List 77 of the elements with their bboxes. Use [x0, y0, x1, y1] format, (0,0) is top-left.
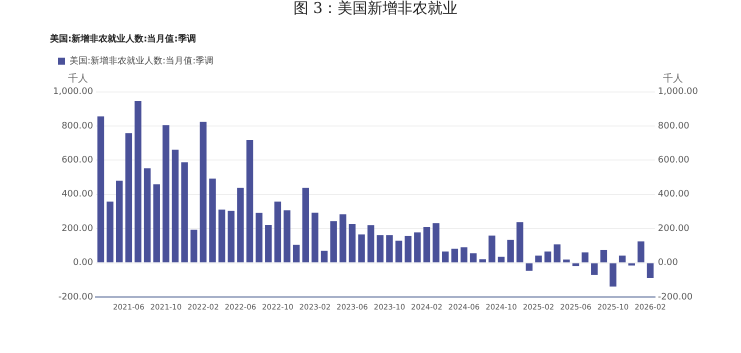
y2-tick-label: 200.00 [658, 224, 690, 234]
y-tick-label: -200.00 [58, 292, 94, 302]
bar [292, 244, 300, 262]
y2-tick-label: -200.00 [658, 292, 693, 302]
bar [432, 223, 440, 262]
y-tick-label: 800.00 [62, 121, 94, 132]
y2-tick-label: 600.00 [658, 156, 690, 166]
bar [125, 133, 132, 262]
bar [488, 236, 496, 262]
y2-tick-label: 1,000.00 [658, 87, 698, 98]
y-tick-label: 400.00 [62, 190, 94, 200]
bar [386, 235, 393, 262]
bar [498, 256, 505, 262]
chart-title: 图 3：美国新增非农就业 [293, 0, 458, 17]
bar [237, 188, 244, 262]
y-tick-label: 600.00 [62, 156, 94, 166]
y2-axis-title: 千人 [662, 72, 683, 84]
bar [554, 244, 560, 262]
bar [591, 263, 598, 275]
bar [330, 221, 337, 262]
legend-label: 美国:新增非农就业人数:当月值:季调 [70, 56, 214, 67]
bar [144, 168, 151, 262]
bar [442, 252, 449, 262]
y2-tick-label: 0.00 [658, 258, 678, 268]
y-tick-label: 0.00 [73, 258, 94, 268]
bar [638, 241, 644, 262]
bar [516, 222, 524, 262]
bar [320, 250, 328, 262]
bar [106, 202, 114, 262]
bar [348, 224, 356, 262]
bar [414, 232, 421, 262]
bar [181, 162, 188, 262]
bar [404, 236, 412, 262]
bar [376, 235, 384, 262]
bar [172, 150, 179, 262]
bar [200, 122, 207, 262]
bar [507, 240, 514, 262]
bar [544, 252, 552, 262]
bar [256, 212, 262, 262]
y-tick-label: 1,000.00 [53, 87, 94, 98]
bar [97, 116, 104, 262]
bar [209, 178, 216, 262]
bar [162, 125, 170, 262]
bar [134, 101, 142, 262]
bar [618, 256, 626, 262]
bar [246, 140, 254, 262]
bar [228, 210, 234, 262]
bar [535, 256, 542, 262]
bar [460, 247, 468, 262]
bar [367, 225, 374, 262]
bar [423, 227, 430, 262]
bar [340, 214, 346, 262]
bar [610, 263, 616, 287]
bar [190, 230, 198, 262]
y2-tick-label: 400.00 [658, 190, 690, 200]
bar [470, 253, 477, 262]
bar [395, 240, 402, 262]
bar [479, 259, 486, 262]
chart-subtitle: 美国:新增非农就业人数:当月值:季调 [49, 34, 196, 45]
y-tick-label: 200.00 [62, 224, 94, 234]
bar [563, 260, 570, 262]
bar [358, 234, 365, 262]
y2-tick-label: 800.00 [658, 121, 690, 132]
bar [302, 188, 310, 262]
bar [284, 210, 290, 262]
bar [600, 250, 608, 262]
bar [265, 225, 272, 262]
bar [582, 252, 588, 262]
y-axis-title: 千人 [68, 72, 88, 84]
bar [274, 202, 282, 262]
bar [312, 212, 318, 262]
bar [451, 248, 458, 262]
bar [526, 263, 533, 271]
bar [218, 210, 226, 262]
bar [646, 263, 654, 278]
bar [153, 184, 160, 262]
bar [116, 180, 123, 262]
